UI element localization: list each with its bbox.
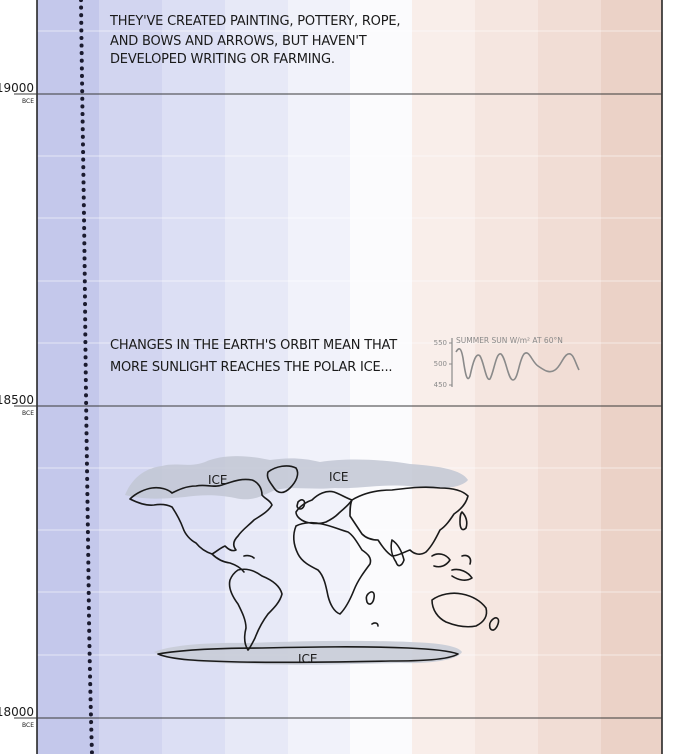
tick-year-label: 18500	[0, 393, 34, 407]
africa-outline	[293, 521, 372, 615]
temperature-bands	[37, 0, 662, 754]
world-map: ICE ICE ICE	[125, 456, 500, 666]
culture-note-line: AND BOWS AND ARROWS, BUT HAVEN'T	[110, 34, 367, 49]
sunlight-mini-chart: SUMMER SUN W/m² AT 60°N 550 500 450	[434, 336, 580, 389]
sunlight-curve	[455, 348, 580, 381]
band-cold-2	[99, 0, 162, 754]
new-zealand-outline	[488, 617, 500, 631]
ice-label-eurasia: ICE	[329, 470, 349, 484]
sunlight-tick-label: 500	[434, 360, 447, 368]
band-warm-4	[601, 0, 662, 754]
sunlight-chart-title: SUMMER SUN W/m² AT 60°N	[456, 336, 563, 345]
continent-outlines	[129, 465, 500, 664]
band-neutral-1	[288, 0, 350, 754]
culture-note-line: THEY'VE CREATED PAINTING, POTTERY, ROPE,	[109, 14, 400, 29]
tick-year-label: 19000	[0, 81, 34, 95]
band-warm-3	[538, 0, 601, 754]
australia-outline	[431, 592, 488, 628]
orbit-note-line: MORE SUNLIGHT REACHES THE POLAR ICE...	[110, 360, 392, 375]
japan-outline	[459, 511, 468, 531]
british-isles-outline	[296, 499, 306, 510]
tick-year-label: 18000	[0, 705, 34, 719]
tick-era-label: BCE	[22, 410, 34, 417]
band-cold-3	[162, 0, 225, 754]
sunlight-tick-label: 550	[434, 339, 447, 347]
madagascar-outline	[365, 591, 375, 605]
india-outline	[390, 539, 405, 567]
major-gridlines	[14, 93, 662, 719]
band-cold-1	[37, 0, 99, 754]
tick-era-label: BCE	[22, 98, 34, 105]
band-warm-1	[412, 0, 475, 754]
sunlight-tick-label: 450	[434, 381, 447, 389]
orbit-note: CHANGES IN THE EARTH'S ORBIT MEAN THAT M…	[110, 338, 401, 375]
ice-label-antarctica: ICE	[298, 652, 318, 666]
antarctica-outline	[157, 646, 459, 664]
culture-note-line: DEVELOPED WRITING OR FARMING.	[110, 52, 335, 67]
band-neutral-2	[350, 0, 412, 754]
ice-label-north-america: ICE	[208, 473, 228, 487]
north-america-outline	[129, 478, 273, 555]
south-america-outline	[228, 568, 283, 651]
asia-outline	[349, 486, 469, 557]
southeast-asia-islands	[431, 553, 473, 581]
orbit-note-line: CHANGES IN THE EARTH'S ORBIT MEAN THAT	[110, 338, 397, 353]
small-islands	[243, 554, 379, 627]
culture-note: THEY'VE CREATED PAINTING, POTTERY, ROPE,…	[109, 14, 404, 67]
band-cold-4	[225, 0, 288, 754]
temperature-trend-line	[79, 0, 94, 754]
tick-era-label: BCE	[22, 722, 34, 729]
band-warm-2	[475, 0, 538, 754]
time-axis: 19000 BCE 18500 BCE 18000 BCE	[0, 81, 34, 729]
greenland-outline	[266, 465, 299, 494]
